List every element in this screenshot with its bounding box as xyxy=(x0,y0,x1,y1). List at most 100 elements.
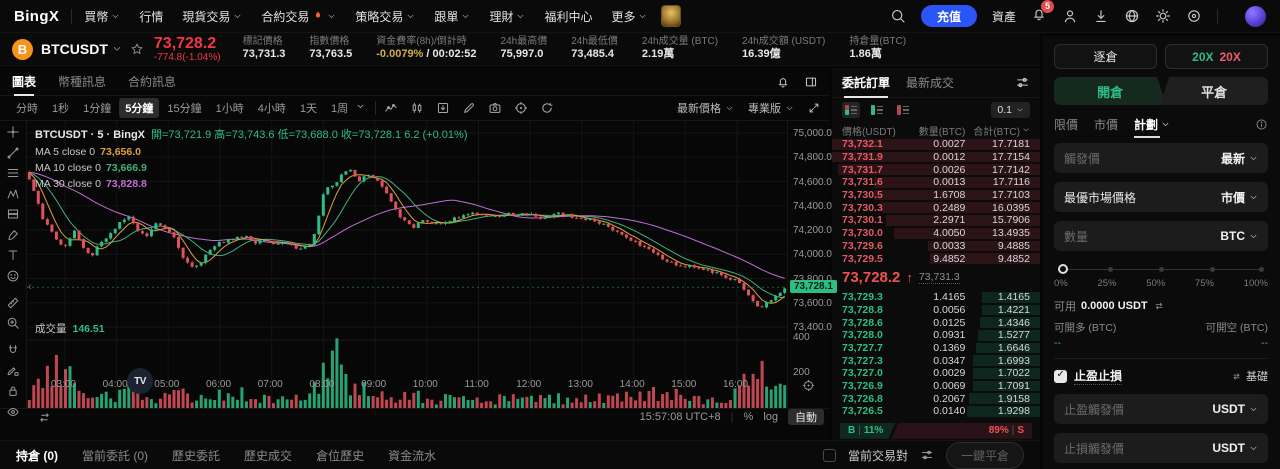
bid-row[interactable]: 73,726.5 0.0140 1.9298 xyxy=(832,405,1040,418)
indicators-icon[interactable] xyxy=(384,101,398,115)
nav-item-現貨交易[interactable]: 現貨交易 xyxy=(182,8,242,25)
lock-all-icon[interactable] xyxy=(6,384,20,398)
ask-row[interactable]: 73,729.6 0.0033 9.4885 xyxy=(832,240,1040,253)
bottom-tab-歷史成交[interactable]: 歷史成交 xyxy=(244,448,293,463)
fire-icon[interactable] xyxy=(312,10,324,22)
ask-row[interactable]: 73,730.5 1.6708 17.7103 xyxy=(832,189,1040,202)
order-book-tab-委託訂單[interactable]: 委託訂單 xyxy=(842,68,890,98)
take-profit-field[interactable]: 止盈觸發價 USDT xyxy=(1054,394,1268,424)
alert-bell-icon[interactable] xyxy=(776,75,790,89)
nav-item-策略交易[interactable]: 策略交易 xyxy=(355,8,415,25)
tpsl-label[interactable]: 止盈止損 xyxy=(1074,369,1123,385)
timeframe-分時[interactable]: 分時 xyxy=(16,103,38,115)
transfer-icon[interactable] xyxy=(1153,300,1165,312)
hide-drawings-icon[interactable] xyxy=(6,405,20,419)
ask-row[interactable]: 73,731.9 0.0012 17.7154 xyxy=(832,151,1040,164)
trigger-type-select[interactable]: 最新 xyxy=(1221,150,1258,167)
price-axis[interactable]: 75,000.0 74,800.0 74,600.0 74,400.0 74,200.0… xyxy=(787,121,837,408)
leverage-button[interactable]: 20X 20X xyxy=(1165,44,1268,69)
price-mode-select[interactable]: 最新價格 xyxy=(677,100,734,116)
timeframe-more-chevron[interactable] xyxy=(354,100,367,116)
bid-row[interactable]: 73,727.7 0.1369 1.6646 xyxy=(832,342,1040,355)
bid-row[interactable]: 73,729.3 1.4165 1.4165 xyxy=(832,291,1040,304)
long-position-icon[interactable] xyxy=(6,207,20,221)
save-layout-icon[interactable] xyxy=(436,101,450,115)
nav-item-合約交易[interactable]: 合約交易 xyxy=(261,8,336,25)
order-type-plan[interactable]: 計劃 xyxy=(1134,116,1170,138)
timeframe-4小時[interactable]: 4小時 xyxy=(257,103,286,115)
bid-row[interactable]: 73,727.3 0.0347 1.6993 xyxy=(832,354,1040,367)
sl-unit-select[interactable]: USDT xyxy=(1212,441,1258,455)
bid-row[interactable]: 73,728.6 0.0125 1.4346 xyxy=(832,316,1040,329)
avatar[interactable] xyxy=(1245,5,1266,27)
magnet-icon[interactable] xyxy=(6,343,20,357)
precision-select[interactable]: 0.1 xyxy=(991,102,1030,118)
candlestick-chart[interactable]: BTCUSDT · 5 · BingX 開=73,721.9 高=73,743.6… xyxy=(27,121,787,408)
bid-row[interactable]: 73,728.0 0.0931 1.5277 xyxy=(832,329,1040,342)
nav-item-買幣[interactable]: 買幣 xyxy=(84,8,120,25)
tab-close-position[interactable]: 平倉 xyxy=(1160,77,1268,105)
tab-open-position[interactable]: 開倉 xyxy=(1054,77,1166,105)
language-icon[interactable] xyxy=(1124,8,1140,24)
scroll-target-icon[interactable] xyxy=(514,101,528,115)
ask-row[interactable]: 73,732.1 0.0027 17.7181 xyxy=(832,138,1040,151)
bid-row[interactable]: 73,728.8 0.0056 1.4221 xyxy=(832,304,1040,317)
log-scale-button[interactable]: log xyxy=(763,411,778,423)
order-price-field[interactable]: 最優市場價格 市價 xyxy=(1054,182,1268,212)
filter-icon[interactable] xyxy=(920,448,934,462)
nav-item-跟單[interactable]: 跟單 xyxy=(434,8,470,25)
symbol-label[interactable]: BTCUSDT xyxy=(41,41,108,57)
timeframe-1天[interactable]: 1天 xyxy=(299,103,317,115)
order-book-settings-icon[interactable] xyxy=(1015,75,1030,90)
xabcd-pattern-icon[interactable] xyxy=(6,187,20,201)
settings-icon[interactable] xyxy=(1186,8,1202,24)
notifications-button[interactable]: 5 xyxy=(1031,0,1054,27)
bottom-tab-倉位歷史[interactable]: 倉位歷史 xyxy=(316,448,365,463)
zoom-in-icon[interactable] xyxy=(6,316,20,330)
bottom-tab-當前委託 (0)[interactable]: 當前委託 (0) xyxy=(82,448,149,463)
tpsl-checkbox[interactable] xyxy=(1054,369,1067,383)
chart-tab-幣種訊息[interactable]: 幣種訊息 xyxy=(58,75,107,89)
scroll-to-realtime-icon[interactable] xyxy=(802,379,815,392)
price-type-select[interactable]: 市價 xyxy=(1221,189,1258,206)
emoji-icon[interactable] xyxy=(6,269,20,283)
mode-asks-only[interactable] xyxy=(894,102,912,118)
percent-scale-button[interactable]: % xyxy=(743,411,754,423)
timeframe-1小時[interactable]: 1小時 xyxy=(215,103,244,115)
ask-row[interactable]: 73,730.1 2.2971 15.7906 xyxy=(832,214,1040,227)
ruler-icon[interactable] xyxy=(6,296,20,310)
crosshair-icon[interactable] xyxy=(6,125,20,139)
nav-item-更多[interactable]: 更多 xyxy=(611,8,647,25)
download-icon[interactable] xyxy=(1093,8,1109,24)
timeframe-1秒[interactable]: 1秒 xyxy=(52,103,70,115)
favorite-star-icon[interactable] xyxy=(130,42,144,56)
bingx-logo[interactable]: BingX xyxy=(14,7,60,25)
bottom-tab-歷史委託[interactable]: 歷史委託 xyxy=(172,448,221,463)
chart-tab-圖表[interactable]: 圖表 xyxy=(12,68,36,96)
auto-scale-button[interactable]: 自動 xyxy=(788,409,824,425)
mode-both-sides[interactable] xyxy=(842,102,860,118)
tp-unit-select[interactable]: USDT xyxy=(1212,402,1258,416)
nav-item-理財[interactable]: 理財 xyxy=(489,8,525,25)
total-column-select[interactable]: 合計(BTC) xyxy=(965,123,1030,138)
chev-icon[interactable] xyxy=(233,12,242,21)
panel-layout-icon[interactable] xyxy=(804,75,818,89)
collapse-toolbar-chevron[interactable]: ‹ xyxy=(28,281,32,293)
ask-row[interactable]: 73,731.6 0.0013 17.7116 xyxy=(832,176,1040,189)
brush-icon[interactable] xyxy=(6,228,20,242)
draw-lock-icon[interactable] xyxy=(6,364,20,378)
quantity-unit-select[interactable]: BTC xyxy=(1220,229,1258,243)
fullscreen-icon[interactable] xyxy=(808,102,820,114)
chev-icon[interactable] xyxy=(327,12,336,21)
nav-item-福利中心[interactable]: 福利中心 xyxy=(544,8,592,25)
timeframe-1分鐘[interactable]: 1分鐘 xyxy=(83,103,112,115)
user-icon[interactable] xyxy=(1062,8,1078,24)
chev-icon[interactable] xyxy=(461,12,470,21)
chev-icon[interactable] xyxy=(406,12,415,21)
mode-bids-only[interactable] xyxy=(868,102,886,118)
tradingview-logo[interactable]: TV xyxy=(127,368,153,394)
theme-icon[interactable] xyxy=(1155,8,1171,24)
chev-icon[interactable] xyxy=(111,12,120,21)
close-all-button[interactable]: 一鍵平倉 xyxy=(945,441,1024,469)
chev-icon[interactable] xyxy=(516,12,525,21)
